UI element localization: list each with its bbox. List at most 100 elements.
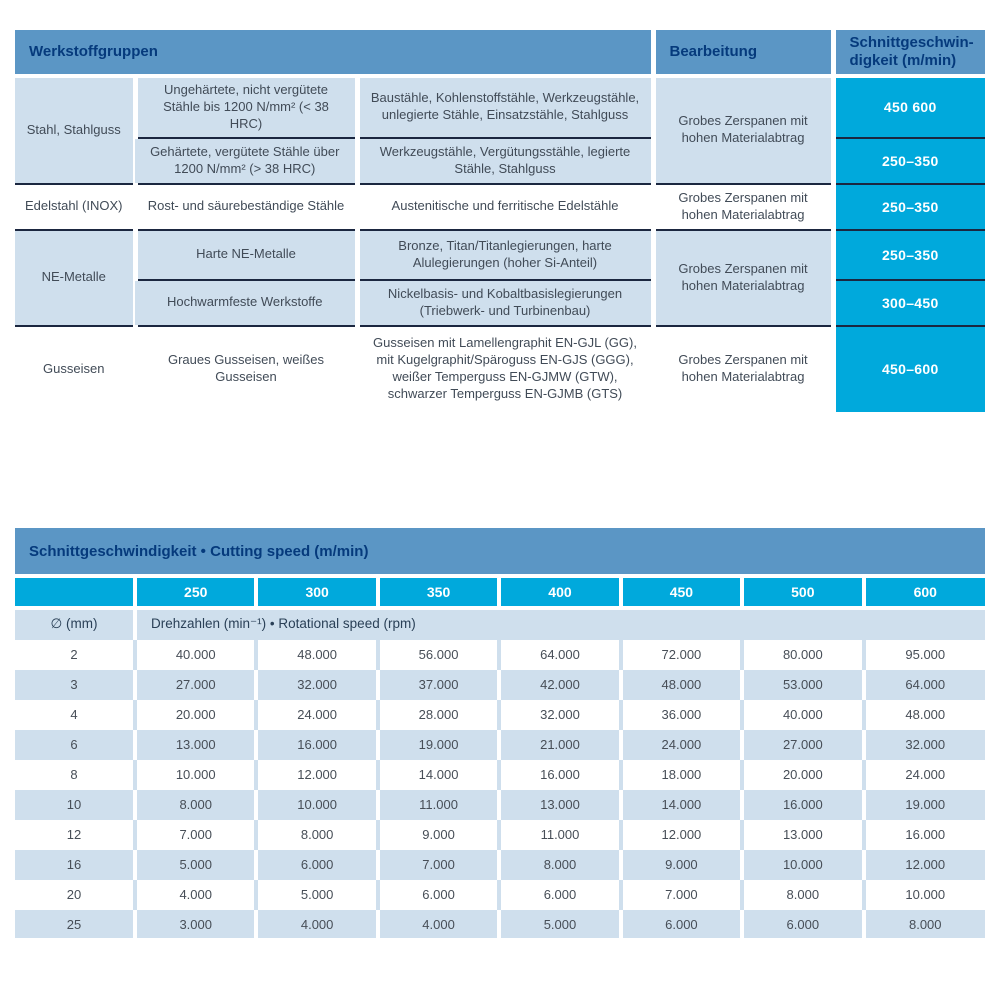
material-groups-table: Werkstoffgruppen Bearbeitung Schnittgesc… (15, 30, 985, 412)
rpm-cell: 12.000 (254, 758, 378, 789)
diameter-cell: 2 (15, 638, 135, 669)
table-row: NE-Metalle Harte NE-Metalle Bronze, Tita… (15, 229, 985, 327)
diameter-cell: 10 (15, 788, 135, 819)
speed-column-header: 350 (375, 576, 500, 610)
rpm-cell: 24.000 (618, 728, 743, 759)
rpm-cell: 5.000 (132, 848, 257, 879)
rpm-cell: 10.000 (132, 758, 257, 789)
rpm-cell: 8.000 (132, 788, 257, 819)
rpm-cell: 72.000 (618, 638, 743, 669)
material-type-cell: Rost- und säurebeständige Stähle (132, 183, 357, 231)
rpm-cell: 24.000 (254, 698, 378, 729)
rpm-cell: 37.000 (375, 668, 500, 699)
material-group-cell: Stahl, Stahlguss (15, 76, 135, 185)
rpm-cell: 13.000 (497, 788, 621, 819)
rpm-cell: 14.000 (618, 788, 743, 819)
cutting-speed-cell: 450–600 (830, 325, 985, 412)
diameter-cell: 25 (15, 908, 135, 938)
rpm-cell: 36.000 (618, 698, 743, 729)
cutting-speed-cell: 300–450 (830, 279, 985, 327)
rpm-cell: 9.000 (375, 818, 500, 849)
rpm-cell: 6.000 (254, 848, 378, 879)
rpm-cell: 6.000 (497, 878, 621, 909)
rpm-cell: 56.000 (375, 638, 500, 669)
rpm-cell: 6.000 (375, 878, 500, 909)
speed-column-header: 300 (254, 576, 378, 610)
rpm-cell: 48.000 (254, 638, 378, 669)
rpm-label: Drehzahlen (min⁻¹) • Rotational speed (r… (133, 608, 985, 639)
rpm-cell: 7.000 (375, 848, 500, 879)
machining-cell: Grobes Zerspanen mit hohen Materialabtra… (650, 325, 833, 412)
table-row: 20 4.000 5.000 6.000 6.000 7.000 8.000 1… (15, 878, 985, 909)
material-examples-cell: Baustähle, Kohlenstoffstähle, Werkzeugst… (354, 76, 653, 139)
table-row: 12 7.000 8.000 9.000 11.000 12.000 13.00… (15, 818, 985, 849)
cutting-speed-cell: 250–350 (830, 137, 985, 185)
rpm-cell: 8.000 (254, 818, 378, 849)
diameter-cell: 6 (15, 728, 135, 759)
diameter-label: ∅ (mm) (15, 608, 135, 639)
table-row: 25 3.000 4.000 4.000 5.000 6.000 6.000 8… (15, 908, 985, 938)
material-examples-cell: Werkzeugstähle, Vergütungsstähle, legier… (354, 137, 653, 185)
rpm-cell: 21.000 (497, 728, 621, 759)
rpm-table-title: Schnittgeschwindigkeit • Cutting speed (… (15, 528, 985, 578)
rpm-cell: 10.000 (861, 878, 985, 909)
table-row: Edelstahl (INOX) Rost- und säurebeständi… (15, 183, 985, 231)
rpm-cell: 5.000 (497, 908, 621, 938)
machining-cell: Grobes Zerspanen mit hohen Materialabtra… (650, 229, 833, 327)
table-row: 4 20.000 24.000 28.000 32.000 36.000 40.… (15, 698, 985, 729)
rpm-cell: 4.000 (132, 878, 257, 909)
rpm-cell: 80.000 (740, 638, 864, 669)
rpm-cell: 4.000 (375, 908, 500, 938)
material-examples-cell: Gusseisen mit Lamellengraphit EN-GJL (GG… (354, 325, 653, 412)
rpm-cell: 7.000 (618, 878, 743, 909)
rpm-cell: 4.000 (254, 908, 378, 938)
rpm-cell: 16.000 (740, 788, 864, 819)
material-type-cell: Graues Gusseisen, weißes Gusseisen (132, 325, 357, 412)
rpm-cell: 19.000 (861, 788, 985, 819)
rpm-cell: 64.000 (861, 668, 985, 699)
cutting-speed-cell: 450 600 (830, 76, 985, 139)
rpm-cell: 42.000 (497, 668, 621, 699)
rpm-cell: 32.000 (497, 698, 621, 729)
rpm-cell: 95.000 (861, 638, 985, 669)
cutting-speed-rpm-table: Schnittgeschwindigkeit • Cutting speed (… (15, 528, 985, 938)
header-schnittgeschwindigkeit: Schnittgeschwin-digkeit (m/min) (830, 30, 985, 78)
material-type-cell: Hochwarmfeste Werkstoffe (135, 279, 357, 327)
header-bearbeitung: Bearbeitung (650, 30, 833, 78)
rpm-cell: 48.000 (618, 668, 743, 699)
rpm-cell: 14.000 (375, 758, 500, 789)
diameter-cell: 12 (15, 818, 135, 849)
speed-column-header: 400 (497, 576, 621, 610)
rpm-cell: 48.000 (861, 698, 985, 729)
rpm-cell: 24.000 (861, 758, 985, 789)
table-row: 3 27.000 32.000 37.000 42.000 48.000 53.… (15, 668, 985, 699)
table-row: 10 8.000 10.000 11.000 13.000 14.000 16.… (15, 788, 985, 819)
rpm-cell: 16.000 (497, 758, 621, 789)
table-row: 8 10.000 12.000 14.000 16.000 18.000 20.… (15, 758, 985, 789)
table-row: Stahl, Stahlguss Ungehärtete, nicht verg… (15, 76, 985, 185)
rpm-cell: 10.000 (254, 788, 378, 819)
rpm-cell: 20.000 (132, 698, 257, 729)
rpm-cell: 7.000 (132, 818, 257, 849)
table-row: 16 5.000 6.000 7.000 8.000 9.000 10.000 … (15, 848, 985, 879)
material-group-cell: Gusseisen (15, 325, 135, 412)
rpm-cell: 27.000 (132, 668, 257, 699)
rpm-cell: 32.000 (861, 728, 985, 759)
cutting-speed-cell: 250–350 (830, 229, 985, 281)
material-examples-cell: Nickelbasis- und Kobaltbasislegierungen … (354, 279, 653, 327)
material-type-cell: Gehärtete, vergütete Stähle über 1200 N/… (135, 137, 357, 185)
subheader-row: ∅ (mm) Drehzahlen (min⁻¹) • Rotational s… (15, 608, 985, 639)
material-group-cell: Edelstahl (INOX) (15, 183, 135, 231)
rpm-cell: 3.000 (132, 908, 257, 938)
rpm-cell: 20.000 (740, 758, 864, 789)
speed-column-header: 250 (132, 576, 257, 610)
diameter-cell: 3 (15, 668, 135, 699)
rpm-cell: 53.000 (740, 668, 864, 699)
material-type-cell: Ungehärtete, nicht vergütete Stähle bis … (132, 76, 357, 139)
material-examples-cell: Austenitische und ferritische Edelstähle (354, 183, 653, 231)
rpm-cell: 64.000 (497, 638, 621, 669)
speed-column-empty-cell (15, 576, 135, 610)
rpm-cell: 9.000 (618, 848, 743, 879)
header-werkstoffgruppen: Werkstoffgruppen (15, 30, 653, 78)
material-group-cell: NE-Metalle (15, 229, 135, 327)
